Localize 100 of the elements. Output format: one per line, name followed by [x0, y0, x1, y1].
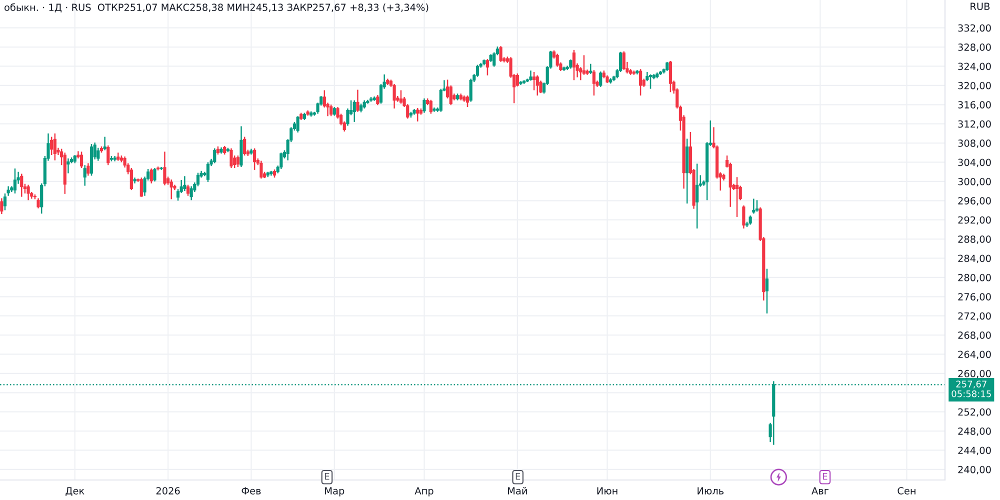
- candlestick: [296, 116, 300, 134]
- y-tick-label: 276,00: [958, 293, 991, 302]
- y-tick-label: 304,00: [958, 158, 991, 168]
- candlestick: [648, 74, 652, 90]
- candlestick: [416, 107, 420, 122]
- candlestick: [330, 104, 333, 117]
- y-tick-label: 280,00: [958, 274, 991, 282]
- candlestick: [186, 184, 190, 196]
- y-tick-label: 288,00: [958, 236, 991, 244]
- y-tick-label: 252,00: [958, 408, 991, 417]
- x-tick-label: Мар: [325, 487, 344, 496]
- candlestick: [260, 160, 263, 180]
- candlestick: [516, 72, 519, 88]
- candlestick: [356, 89, 360, 112]
- candlestick: [206, 162, 210, 183]
- candlestick: [66, 158, 70, 174]
- candlestick: [170, 178, 173, 200]
- candlestick: [536, 74, 539, 96]
- candlestick: [80, 151, 84, 169]
- y-tick-label: 272,00: [958, 312, 991, 321]
- y-tick-label: 268,00: [958, 332, 991, 340]
- y-tick-label: 240,00: [958, 466, 991, 474]
- y-tick-label: 328,00: [958, 44, 991, 52]
- x-tick-label: Апр: [414, 487, 434, 496]
- y-tick-label: 332,00: [958, 24, 991, 33]
- candlestick: [106, 144, 110, 166]
- candlestick: [469, 78, 472, 102]
- candlestick: [755, 200, 759, 212]
- candlestick: [592, 69, 596, 96]
- candlestick: [556, 53, 559, 68]
- candlestick: [140, 176, 143, 198]
- y-tick-label: 248,00: [958, 428, 991, 436]
- candlestick: [20, 173, 24, 198]
- x-tick-label: Июль: [698, 487, 724, 494]
- candlestick: [6, 186, 10, 196]
- candlestick: [53, 132, 56, 161]
- candlestick: [3, 192, 7, 211]
- x-tick-label: 2026: [156, 487, 180, 494]
- annotation: E: [823, 473, 828, 480]
- y-tick-label: 316,00: [958, 101, 991, 110]
- candlestick: [13, 168, 17, 194]
- candlestick: [352, 100, 356, 123]
- candlestick: [582, 54, 586, 76]
- candlestick: [253, 148, 256, 171]
- candlestick: [280, 152, 283, 170]
- annotation: E: [516, 473, 520, 480]
- candlestick: [599, 70, 602, 88]
- ref-line-label: 257,67 05:58:15: [952, 380, 991, 398]
- candlestick: [622, 50, 626, 71]
- candlestick: [429, 99, 432, 114]
- x-tick-label: Сен: [898, 487, 916, 494]
- y-tick-label: 324,00: [958, 62, 991, 72]
- candlestick: [230, 148, 233, 169]
- candlestick: [666, 61, 669, 72]
- candlestick: [532, 71, 536, 91]
- candlestick: [103, 136, 106, 151]
- y-tick-label: 244,00: [958, 446, 991, 456]
- y-tick-label: 264,00: [958, 350, 991, 360]
- candlestick: [36, 198, 40, 209]
- candlestick: [130, 167, 133, 191]
- candlestick: [466, 94, 470, 108]
- candlestick: [0, 198, 4, 215]
- x-tick-label: Май: [508, 486, 527, 494]
- candlestick: [150, 168, 153, 184]
- candlestick: [236, 154, 240, 168]
- y-axis-title: RUB: [970, 2, 990, 10]
- candlestick: [83, 164, 86, 186]
- x-tick-label: Дек: [66, 487, 84, 496]
- candlestick: [499, 45, 502, 63]
- y-tick-label: 292,00: [958, 216, 991, 225]
- candlestick: [735, 176, 739, 218]
- candlestick: [696, 163, 699, 230]
- candlestick: [668, 60, 672, 93]
- x-tick-label: Авг: [812, 487, 828, 494]
- candlestick: [742, 204, 746, 230]
- y-tick-label: 300,00: [958, 178, 991, 186]
- annotation: E: [325, 473, 330, 480]
- candlestick: [376, 94, 380, 106]
- candlestick: [163, 151, 166, 186]
- y-tick-label: 308,00: [958, 140, 991, 148]
- y-tick-label: 260,00: [958, 370, 991, 378]
- candlestick: [153, 167, 156, 182]
- candlestick: [748, 214, 752, 226]
- candlestick: [183, 176, 186, 192]
- candlestick: [190, 186, 193, 201]
- y-tick-label: 320,00: [958, 82, 991, 90]
- chart-subtitle: ОТКР251,07 МАКС258,38 МИН245,13 ЗАКР257,67 +8,33 (+3,34%): [98, 4, 428, 12]
- candlestick: [422, 98, 426, 114]
- x-tick-label: Июн: [597, 487, 618, 494]
- y-tick-label: 296,00: [958, 197, 991, 206]
- candlestick: [399, 90, 403, 104]
- x-tick-label: Фев: [242, 487, 261, 494]
- candlestick: [638, 68, 642, 96]
- candlestick: [86, 162, 90, 176]
- y-tick-label: 284,00: [958, 254, 991, 264]
- candlestick: [529, 70, 532, 82]
- candlestick: [589, 63, 592, 75]
- candlestick: [26, 184, 30, 201]
- candlestick: [392, 83, 396, 110]
- chart-title: обыкн. · 1Д · RUS: [4, 3, 91, 12]
